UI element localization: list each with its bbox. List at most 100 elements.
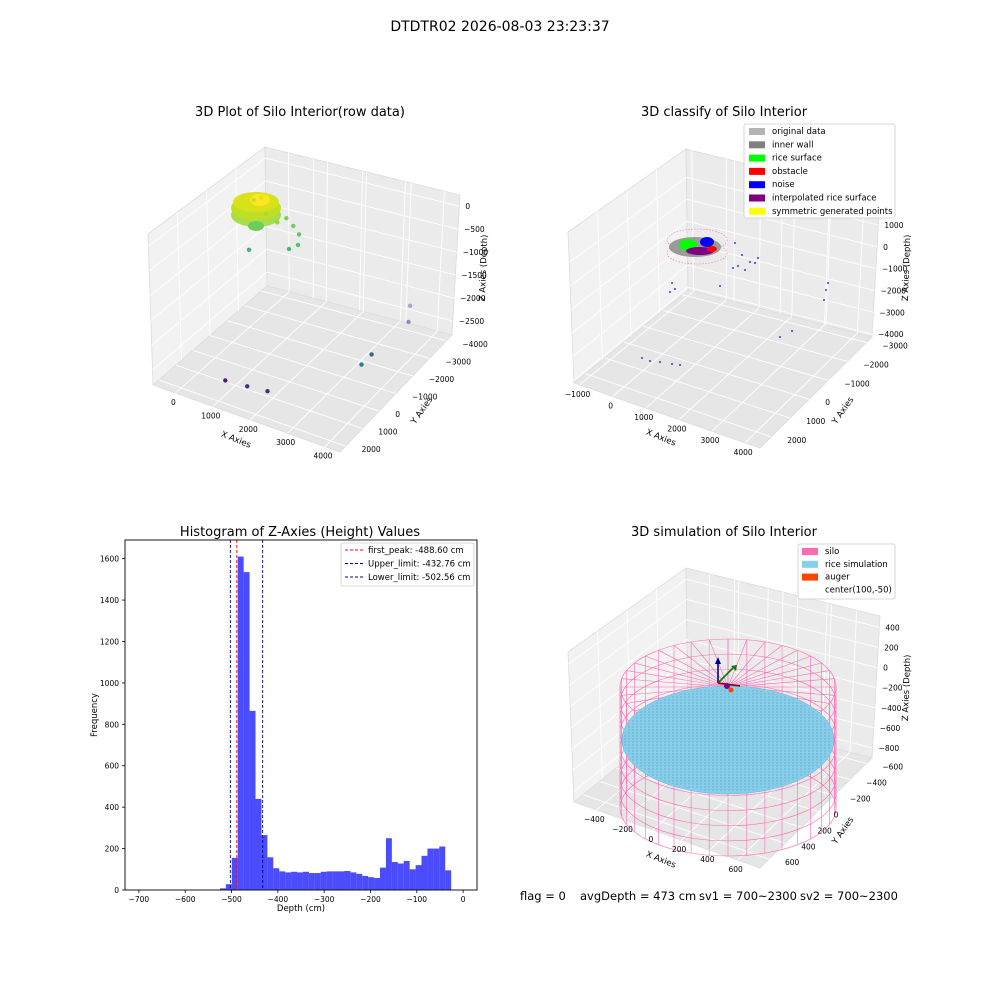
data-point [251, 197, 256, 203]
status-line: flag = 0 avgDepth = 473 cm sv1 = 700~230… [520, 889, 898, 903]
y-tick-label: −3000 [446, 357, 472, 366]
histogram-bar [308, 873, 315, 890]
noise-point [827, 282, 829, 284]
z-tick-label: −4000 [878, 330, 904, 339]
data-point [265, 389, 270, 394]
histogram-x-tick: −700 [129, 895, 150, 904]
y-tick-label: 2000 [787, 436, 806, 445]
data-point [246, 247, 252, 252]
x-tick-label: 4000 [313, 452, 332, 461]
x-tick-label: 1000 [634, 413, 653, 422]
x-tick-label: 200 [672, 845, 687, 854]
histogram-bar [344, 870, 351, 890]
data-point [223, 378, 228, 383]
panel-histogram: Histogram of Z-Axies (Height) Values −70… [90, 525, 478, 914]
panel4-zlabel: Z Axies (Depth) [901, 654, 913, 721]
legend-label: interpolated rice surface [772, 194, 877, 204]
x-tick-label: 0 [648, 835, 653, 844]
noise-point [719, 285, 721, 287]
x-tick-label: 0 [608, 402, 613, 411]
histogram-bar [332, 871, 339, 890]
histogram-threshold-lines [229, 540, 264, 890]
histogram-x-tick: −100 [406, 895, 427, 904]
histogram-bar [255, 798, 262, 890]
y-tick-label: −600 [882, 763, 903, 772]
data-point [296, 232, 302, 237]
data-point [284, 216, 289, 221]
y-tick-label: 600 [785, 858, 800, 867]
z-tick-label: 0 [883, 664, 888, 673]
panel2-ylabel: Y Axies [830, 395, 857, 427]
data-point [407, 303, 413, 308]
histogram-bar [338, 871, 345, 890]
histogram-y-tick: 1200 [100, 637, 119, 646]
z-tick-label: −1500 [461, 271, 487, 280]
panel3-title: Histogram of Z-Axies (Height) Values [180, 525, 420, 540]
legend-swatch [802, 548, 818, 555]
noise-point [754, 262, 756, 264]
noise-point [732, 267, 734, 269]
histogram-y-tick: 400 [105, 803, 120, 812]
legend-swatch [749, 167, 765, 175]
panel1-rice-cluster [231, 192, 281, 231]
histogram-bar [439, 846, 446, 890]
y-tick-label: −2000 [429, 375, 455, 384]
panel2-zlabel: Z Axies (Depth) [901, 234, 913, 301]
legend-label: obstacle [772, 167, 808, 177]
panel2-floor-pane [573, 289, 873, 449]
figure-suptitle: DTDTR02 2026-08-03 23:23:37 [390, 19, 609, 35]
z-tick-label: −600 [880, 724, 901, 733]
y-tick-label: 2000 [362, 445, 381, 454]
noise-point [741, 254, 743, 256]
z-tick-label: 0 [465, 202, 470, 211]
histogram-x-tick: −300 [314, 895, 335, 904]
y-tick-label: −1000 [412, 393, 438, 402]
histogram-x-tick: −600 [175, 895, 196, 904]
noise-point [679, 364, 681, 366]
status-sv2: sv2 = 700~2300 [800, 889, 898, 903]
histogram-bar [326, 871, 333, 890]
noise-point [744, 269, 746, 271]
histogram-bar [403, 861, 410, 890]
histogram-bar [397, 863, 404, 890]
legend-label: auger [825, 573, 850, 583]
noise-point [779, 336, 781, 338]
histogram-bar [314, 873, 321, 890]
legend-swatch [749, 194, 765, 202]
y-tick-label: 0 [825, 398, 830, 407]
panel2-noise-points [641, 242, 829, 366]
histogram-bar [261, 835, 268, 890]
z-tick-label: −1000 [463, 248, 489, 257]
y-tick-label: −1000 [844, 379, 870, 388]
noise-point [659, 361, 661, 363]
noise-point [669, 291, 671, 293]
legend-label: Lower_limit: -502.56 cm [368, 573, 470, 583]
legend-label: symmetric generated points [772, 207, 893, 217]
legend-label: noise [772, 180, 795, 190]
histogram-y-tick: 600 [105, 762, 120, 771]
histogram-plot-frame [124, 539, 478, 891]
y-tick-label: 1000 [378, 428, 397, 437]
z-tick-label: −2000 [460, 294, 486, 303]
x-tick-label: −1000 [565, 390, 591, 399]
histogram-x-tick: −200 [360, 895, 381, 904]
x-tick-label: 3000 [700, 436, 719, 445]
histogram-y-tick: 1000 [100, 679, 119, 688]
histogram-y-tick: 800 [105, 720, 120, 729]
data-point [406, 319, 411, 325]
z-tick-label: −1000 [882, 265, 908, 274]
histogram-x-tick: −400 [268, 895, 289, 904]
histogram-bar [385, 838, 392, 890]
x-tick-label: 4000 [734, 448, 753, 457]
status-flag: flag = 0 [520, 889, 566, 903]
legend-label: first_peak: -488.60 cm [368, 546, 464, 556]
y-tick-label: −4000 [462, 340, 488, 349]
z-tick-label: 200 [884, 643, 899, 652]
histogram-legend: first_peak: -488.60 cm Upper_limit: -432.… [340, 542, 475, 587]
y-tick-label: −400 [866, 778, 887, 787]
z-tick-label: −2500 [459, 317, 485, 326]
z-tick-label: −800 [879, 744, 900, 753]
histogram-bar [391, 862, 398, 890]
histogram-bar [380, 867, 386, 890]
